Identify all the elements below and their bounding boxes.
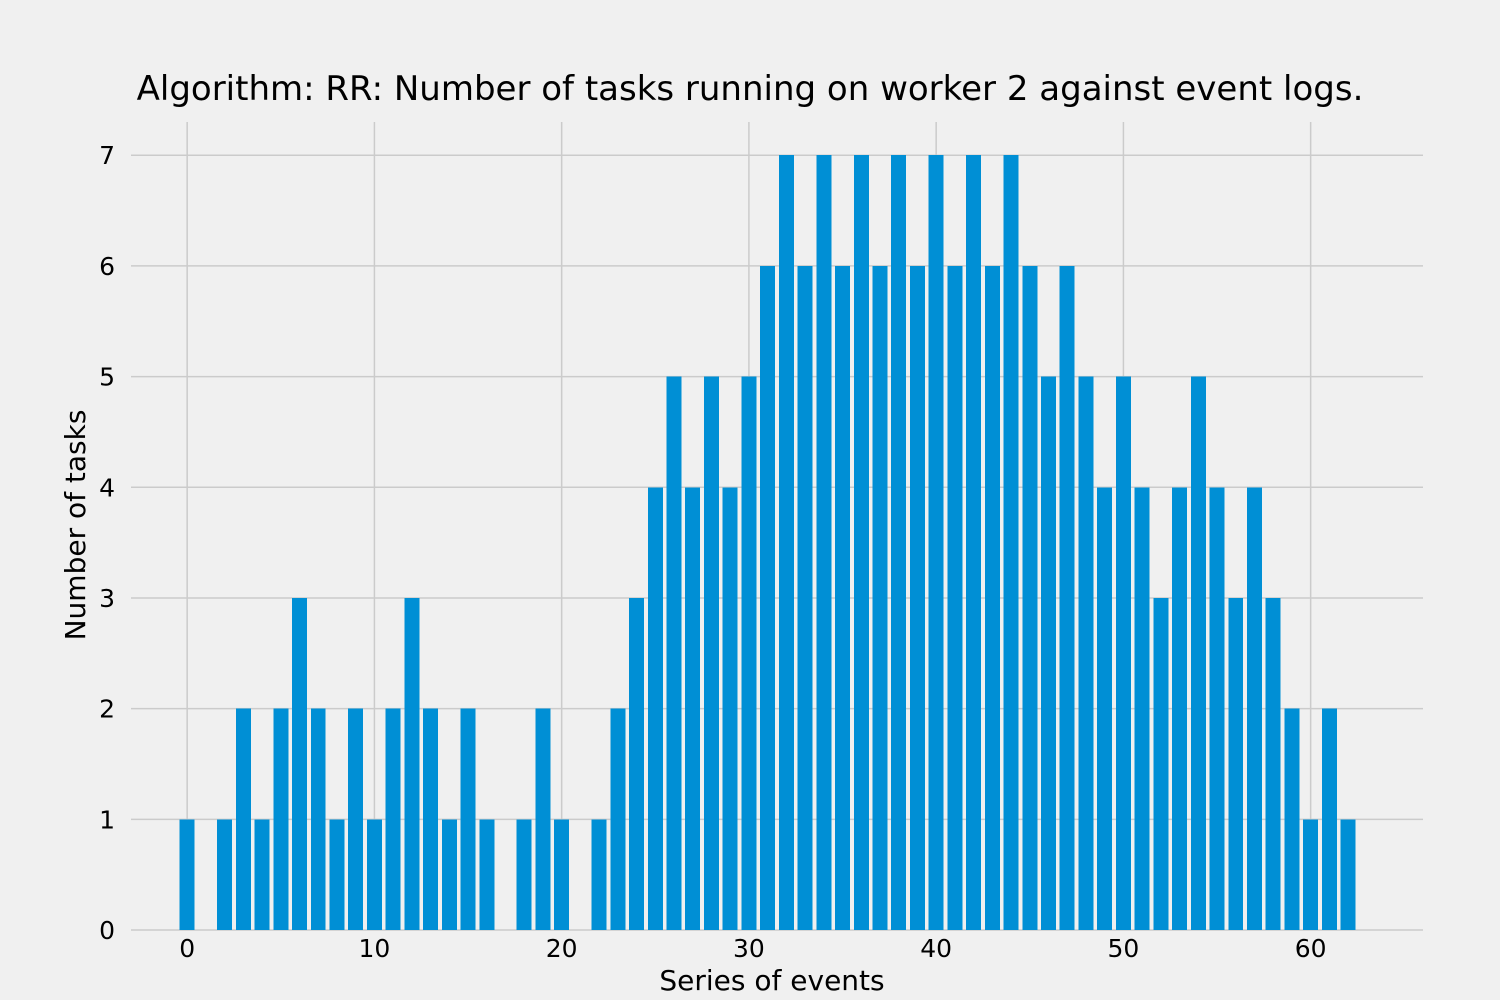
bar <box>554 819 570 930</box>
y-tick-label: 5 <box>99 363 115 392</box>
bar <box>666 376 682 931</box>
bar <box>385 708 401 930</box>
y-tick-label: 2 <box>99 695 115 724</box>
bar <box>1246 487 1262 930</box>
x-tick-label: 0 <box>179 934 195 963</box>
y-axis-label: Number of tasks <box>59 410 92 641</box>
x-tick-label: 10 <box>359 934 391 963</box>
bar <box>254 819 270 930</box>
grid <box>131 122 1423 931</box>
bar <box>1003 155 1019 931</box>
bar <box>535 708 551 930</box>
bar <box>516 819 532 930</box>
bar <box>647 487 663 930</box>
bar <box>217 819 233 930</box>
bar <box>366 819 382 930</box>
bar <box>1340 819 1356 930</box>
bar <box>872 265 888 931</box>
bar <box>460 708 476 930</box>
y-tick-label: 6 <box>99 252 115 281</box>
x-tick-label: 30 <box>733 934 765 963</box>
bar <box>778 155 794 931</box>
bar <box>816 155 832 931</box>
x-tick-label: 50 <box>1107 934 1139 963</box>
bar <box>891 155 907 931</box>
bar <box>329 819 345 930</box>
bar <box>1115 376 1131 931</box>
bar <box>1041 376 1056 931</box>
bar <box>310 708 326 930</box>
y-tick-label: 4 <box>99 473 115 502</box>
bar <box>179 819 195 930</box>
bars <box>179 155 1356 931</box>
bar <box>1059 265 1075 931</box>
bar <box>1209 487 1225 930</box>
x-axis-ticks: 0 10 20 30 40 50 60 <box>179 934 1326 963</box>
bar <box>760 265 776 931</box>
bar <box>629 597 645 930</box>
x-tick-label: 20 <box>546 934 578 963</box>
bar <box>928 155 944 931</box>
bar <box>909 265 925 931</box>
bar <box>1190 376 1206 931</box>
bar <box>1303 819 1319 930</box>
bar <box>591 819 607 930</box>
bar <box>1321 708 1337 930</box>
bar <box>947 265 963 931</box>
bar <box>984 265 1000 931</box>
y-axis-ticks: 0 1 2 3 4 5 6 7 <box>99 141 115 945</box>
bar <box>1097 487 1113 930</box>
y-tick-label: 3 <box>99 584 115 613</box>
bar <box>722 487 738 930</box>
bar <box>404 597 420 930</box>
bar <box>1172 487 1188 930</box>
x-axis-label: Series of events <box>659 964 884 997</box>
bar <box>292 597 308 930</box>
y-tick-label: 7 <box>99 141 115 170</box>
bar <box>1228 597 1244 930</box>
y-tick-label: 1 <box>99 805 115 834</box>
bar <box>797 265 813 931</box>
x-tick-label: 60 <box>1295 934 1327 963</box>
bar <box>966 155 982 931</box>
x-tick-label: 40 <box>920 934 952 963</box>
y-tick-label: 0 <box>99 916 115 945</box>
bar <box>479 819 495 930</box>
bar <box>1284 708 1300 930</box>
bar <box>273 708 289 930</box>
bar <box>441 819 457 930</box>
bar <box>685 487 701 930</box>
bar <box>1265 597 1281 930</box>
bar <box>1022 265 1038 931</box>
bar <box>835 265 851 931</box>
bar <box>348 708 364 930</box>
bar <box>853 155 869 931</box>
bar <box>1134 487 1150 930</box>
bar <box>235 708 251 930</box>
bar <box>1153 597 1169 930</box>
bar <box>423 708 439 930</box>
bar <box>741 376 757 931</box>
bar <box>1078 376 1094 931</box>
chart-title: Algorithm: RR: Number of tasks running o… <box>137 69 1364 109</box>
bar <box>610 708 626 930</box>
bar <box>703 376 719 931</box>
